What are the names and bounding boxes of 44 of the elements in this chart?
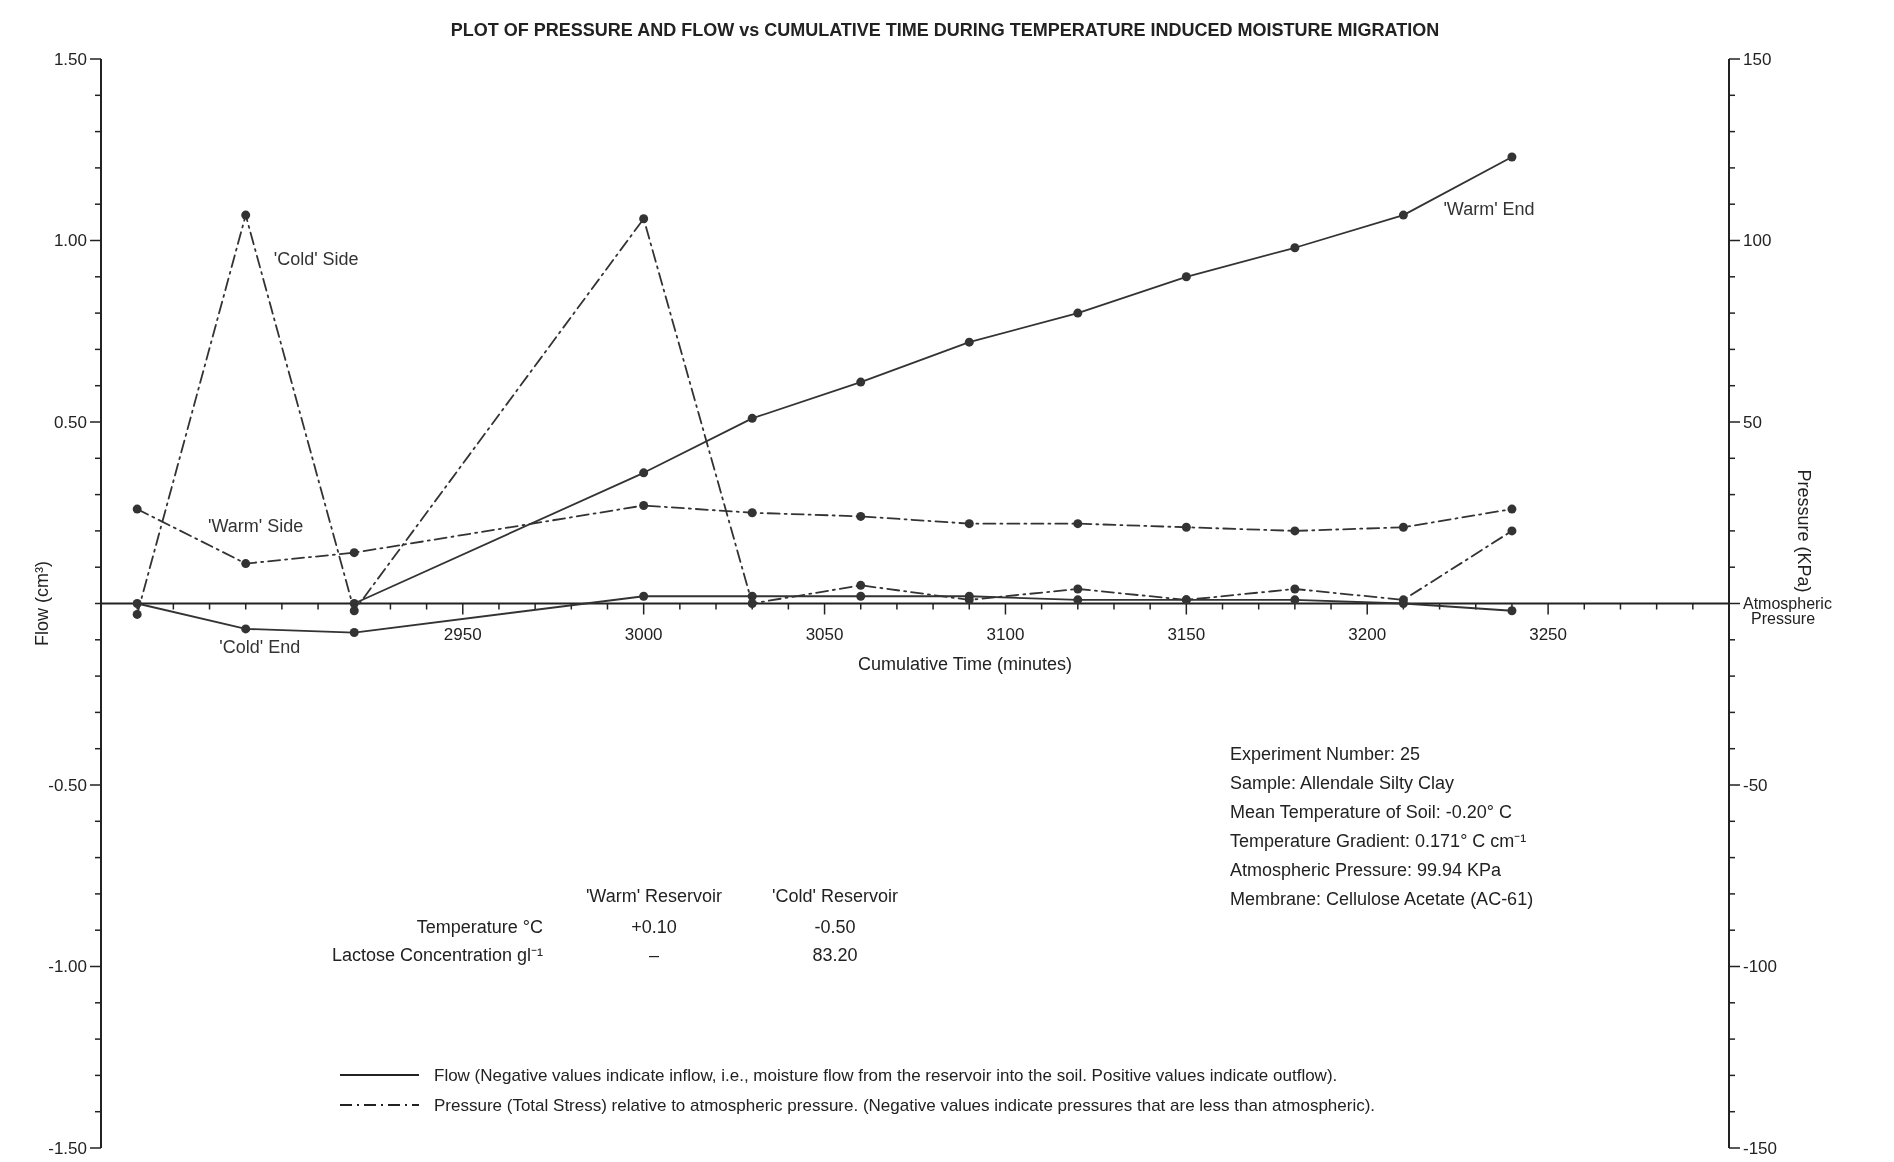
y-tick-label: 0.50 xyxy=(53,412,87,432)
y2-tick-label: Atmospheric Pressure xyxy=(1743,595,1832,628)
series-label: 'Cold' Side xyxy=(273,249,359,270)
annotation: Mean Temperature of Soil: -0.20° C xyxy=(1230,802,1513,822)
annotation: Atmospheric Pressure: 99.94 KPa xyxy=(1230,860,1503,880)
y-tick-label: -1.50 xyxy=(48,1138,87,1158)
y2-tick-label: -50 xyxy=(1743,775,1768,795)
y-tick-label: 1.00 xyxy=(53,231,87,251)
series-label: 'Warm' End xyxy=(1443,199,1535,220)
annotation: 83.20 xyxy=(812,945,858,965)
x-tick-label: 3050 xyxy=(805,624,844,644)
annotation: +0.10 xyxy=(631,917,677,937)
y2-tick-label: 100 xyxy=(1743,231,1772,251)
annotation: Sample: Allendale Silty Clay xyxy=(1230,773,1455,793)
y-axis-title: Flow (cm³) xyxy=(32,561,52,646)
annotation: Experiment Number: 25 xyxy=(1230,744,1421,764)
x-tick-label: 3150 xyxy=(1167,624,1206,644)
series-label: 'Cold' End xyxy=(219,636,301,657)
y-tick-label: -0.50 xyxy=(48,775,87,795)
x-tick-label: 3100 xyxy=(986,624,1025,644)
annotation: Temperature Gradient: 0.171° C cm⁻¹ xyxy=(1230,831,1527,851)
x-tick-label: 3250 xyxy=(1529,624,1568,644)
chart-title: PLOT OF PRESSURE AND FLOW vs CUMULATIVE TIME DURING TEMPERATURE INDUCED MOISTURE MIGRATION xyxy=(450,20,1440,40)
y2-tick-label: 150 xyxy=(1743,49,1772,69)
x-axis-title: Cumulative Time (minutes) xyxy=(857,653,1073,674)
y-tick-label: -1.00 xyxy=(48,957,87,977)
y2-axis-title: Pressure (KPa) xyxy=(1794,469,1814,593)
y2-tick-label: -150 xyxy=(1743,1138,1778,1158)
y2-tick-label: -100 xyxy=(1743,957,1778,977)
annotation: Flow (Negative values indicate inflow, i.e., moisture flow from the reservoir into the soil. Positive values indicate outflow). xyxy=(434,1066,1338,1085)
annotation: Lactose Concentration gl⁻¹ xyxy=(331,945,543,965)
x-tick-label: 3000 xyxy=(624,624,663,644)
x-tick-label: 2950 xyxy=(443,624,482,644)
x-tick-label: 3200 xyxy=(1348,624,1387,644)
annotation: Pressure (Total Stress) relative to atmospheric pressure. (Negative values indicate pressures that are less than atmospheric). xyxy=(434,1096,1376,1115)
series-label: 'Warm' Side xyxy=(208,515,304,536)
annotation: Temperature °C xyxy=(416,917,543,937)
annotation: – xyxy=(648,945,660,965)
annotation: Membrane: Cellulose Acetate (AC-61) xyxy=(1230,889,1534,909)
annotation: 'Cold' Reservoir xyxy=(772,886,898,906)
y2-tick-label: 50 xyxy=(1743,412,1762,432)
y-tick-label: 1.50 xyxy=(53,49,87,69)
annotation: -0.50 xyxy=(814,917,856,937)
annotation: 'Warm' Reservoir xyxy=(585,886,723,906)
